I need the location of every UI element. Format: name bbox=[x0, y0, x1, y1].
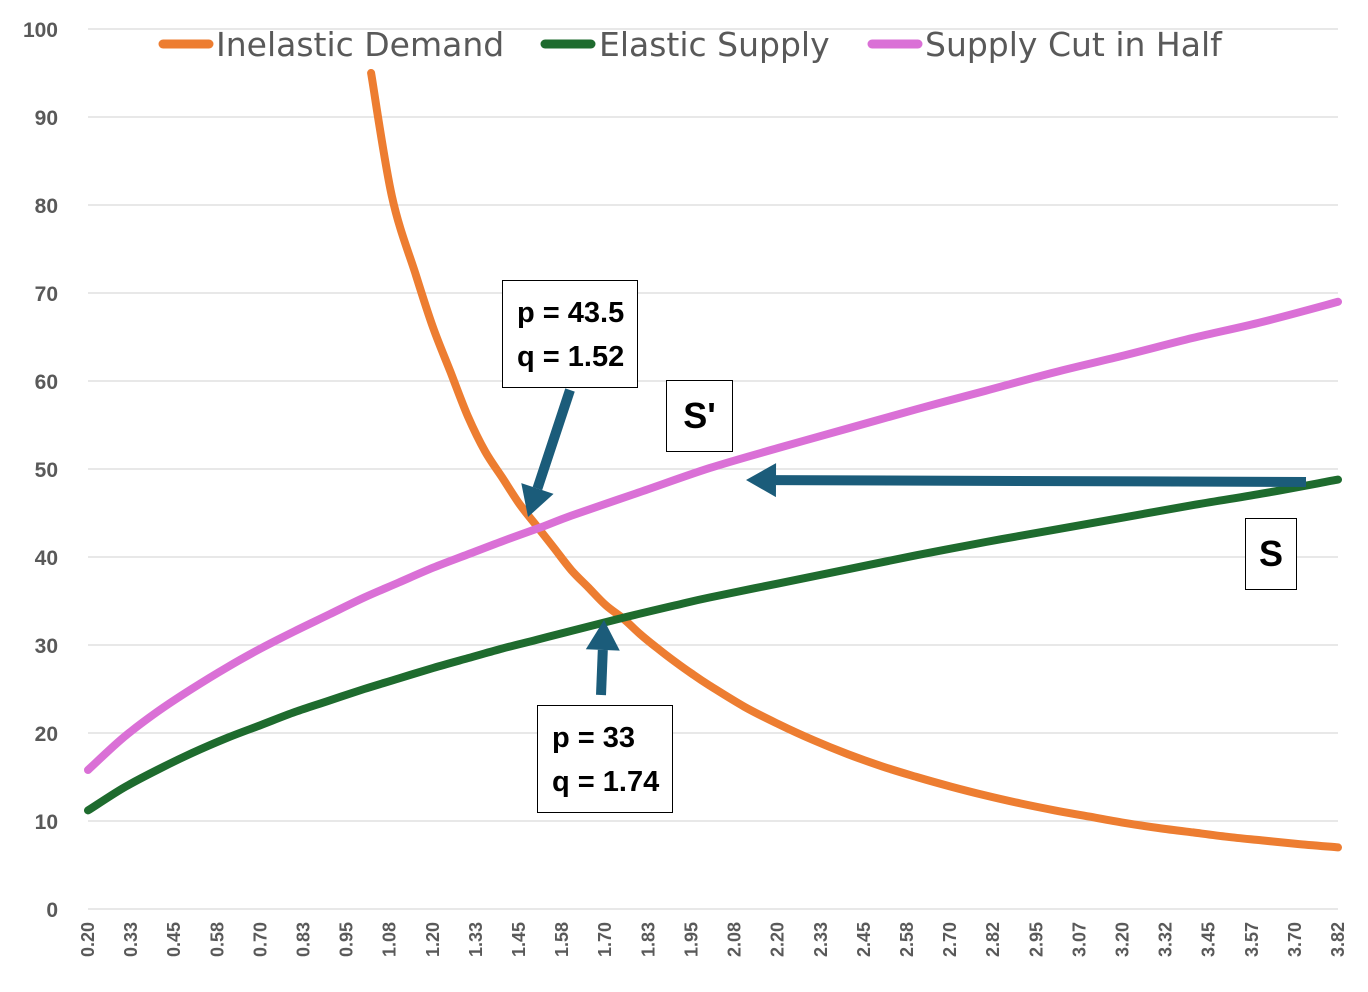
x-tick-label: 0.20 bbox=[78, 922, 98, 957]
x-tick-label: 2.95 bbox=[1026, 922, 1046, 957]
x-tick-label: 1.58 bbox=[552, 922, 572, 957]
annotation-equilibrium-new: p = 43.5 q = 1.52 bbox=[502, 280, 638, 388]
arrow-to-original-equilibrium bbox=[585, 620, 620, 696]
x-tick-label: 1.08 bbox=[380, 922, 400, 957]
y-tick-label: 90 bbox=[35, 107, 58, 130]
x-tick-label: 2.45 bbox=[854, 922, 874, 957]
legend-label: Supply Cut in Half bbox=[925, 25, 1223, 64]
y-tick-label: 50 bbox=[35, 459, 58, 482]
x-tick-label: 2.58 bbox=[897, 922, 917, 957]
x-tick-label: 1.70 bbox=[595, 922, 615, 957]
y-tick-label: 70 bbox=[35, 283, 58, 306]
x-tick-label: 3.82 bbox=[1328, 922, 1348, 957]
x-tick-label: 2.33 bbox=[811, 922, 831, 957]
legend-label: Elastic Supply bbox=[599, 25, 830, 64]
y-tick-label: 80 bbox=[35, 195, 58, 218]
x-tick-label: 2.70 bbox=[940, 922, 960, 957]
y-tick-label: 10 bbox=[35, 811, 58, 834]
arrow-to-new-equilibrium bbox=[521, 388, 575, 517]
y-tick-label: 30 bbox=[35, 635, 58, 658]
x-tick-label: 1.45 bbox=[509, 922, 529, 957]
x-tick-label: 1.20 bbox=[423, 922, 443, 957]
x-tick-label: 3.07 bbox=[1069, 922, 1089, 957]
legend-label: Inelastic Demand bbox=[216, 25, 504, 64]
y-tick-label: 20 bbox=[35, 723, 58, 746]
legend-supply: Elastic Supply bbox=[540, 25, 830, 64]
x-tick-label: 3.70 bbox=[1285, 922, 1305, 957]
label-supply-cut: S' bbox=[666, 380, 733, 452]
supply-cut-line bbox=[84, 297, 1342, 774]
legend-demand: Inelastic Demand bbox=[158, 25, 504, 64]
x-tick-label: 0.58 bbox=[207, 922, 227, 957]
legend: Inelastic Demand Elastic Supply Supply Cut… bbox=[158, 25, 1223, 64]
y-tick-label: 100 bbox=[23, 19, 58, 42]
x-tick-label: 2.08 bbox=[725, 922, 745, 957]
x-tick-label: 0.95 bbox=[337, 922, 357, 957]
arrow-supply-shift bbox=[746, 463, 1307, 498]
x-tick-label: 2.20 bbox=[768, 922, 788, 957]
x-tick-label: 0.33 bbox=[121, 922, 141, 957]
supply-line bbox=[84, 475, 1342, 815]
annotation-quantity: q = 1.74 bbox=[552, 766, 660, 798]
legend-supply-cut: Supply Cut in Half bbox=[867, 25, 1223, 64]
annotation-quantity: q = 1.52 bbox=[517, 341, 625, 373]
y-tick-label: 60 bbox=[35, 371, 58, 394]
demand-line bbox=[367, 69, 1342, 852]
label-supply: S bbox=[1245, 518, 1297, 590]
annotation-price: p = 33 bbox=[552, 722, 636, 754]
annotation-equilibrium-original: p = 33 q = 1.74 bbox=[537, 705, 673, 813]
y-tick-label: 40 bbox=[35, 547, 58, 570]
x-axis-ticks: 0.20 0.33 0.45 0.58 0.70 0.83 0.95 1.08 1.20 1.33… bbox=[78, 922, 1348, 957]
x-tick-label: 3.45 bbox=[1199, 922, 1219, 957]
x-tick-label: 1.95 bbox=[681, 922, 701, 957]
arrows bbox=[521, 388, 1307, 696]
x-tick-label: 0.45 bbox=[164, 922, 184, 957]
y-axis-ticks: 0 10 20 30 40 50 60 70 80 90 100 bbox=[23, 19, 58, 922]
series-lines bbox=[84, 69, 1342, 852]
annotation-price: p = 43.5 bbox=[517, 297, 625, 329]
x-tick-label: 3.32 bbox=[1156, 922, 1176, 957]
x-tick-label: 0.70 bbox=[250, 922, 270, 957]
x-tick-label: 2.82 bbox=[983, 922, 1003, 957]
y-tick-label: 0 bbox=[46, 899, 58, 922]
x-tick-label: 0.83 bbox=[294, 922, 314, 957]
x-tick-label: 3.20 bbox=[1112, 922, 1132, 957]
x-tick-label: 1.33 bbox=[466, 922, 486, 957]
x-tick-label: 3.57 bbox=[1242, 922, 1262, 957]
x-tick-label: 1.83 bbox=[638, 922, 658, 957]
